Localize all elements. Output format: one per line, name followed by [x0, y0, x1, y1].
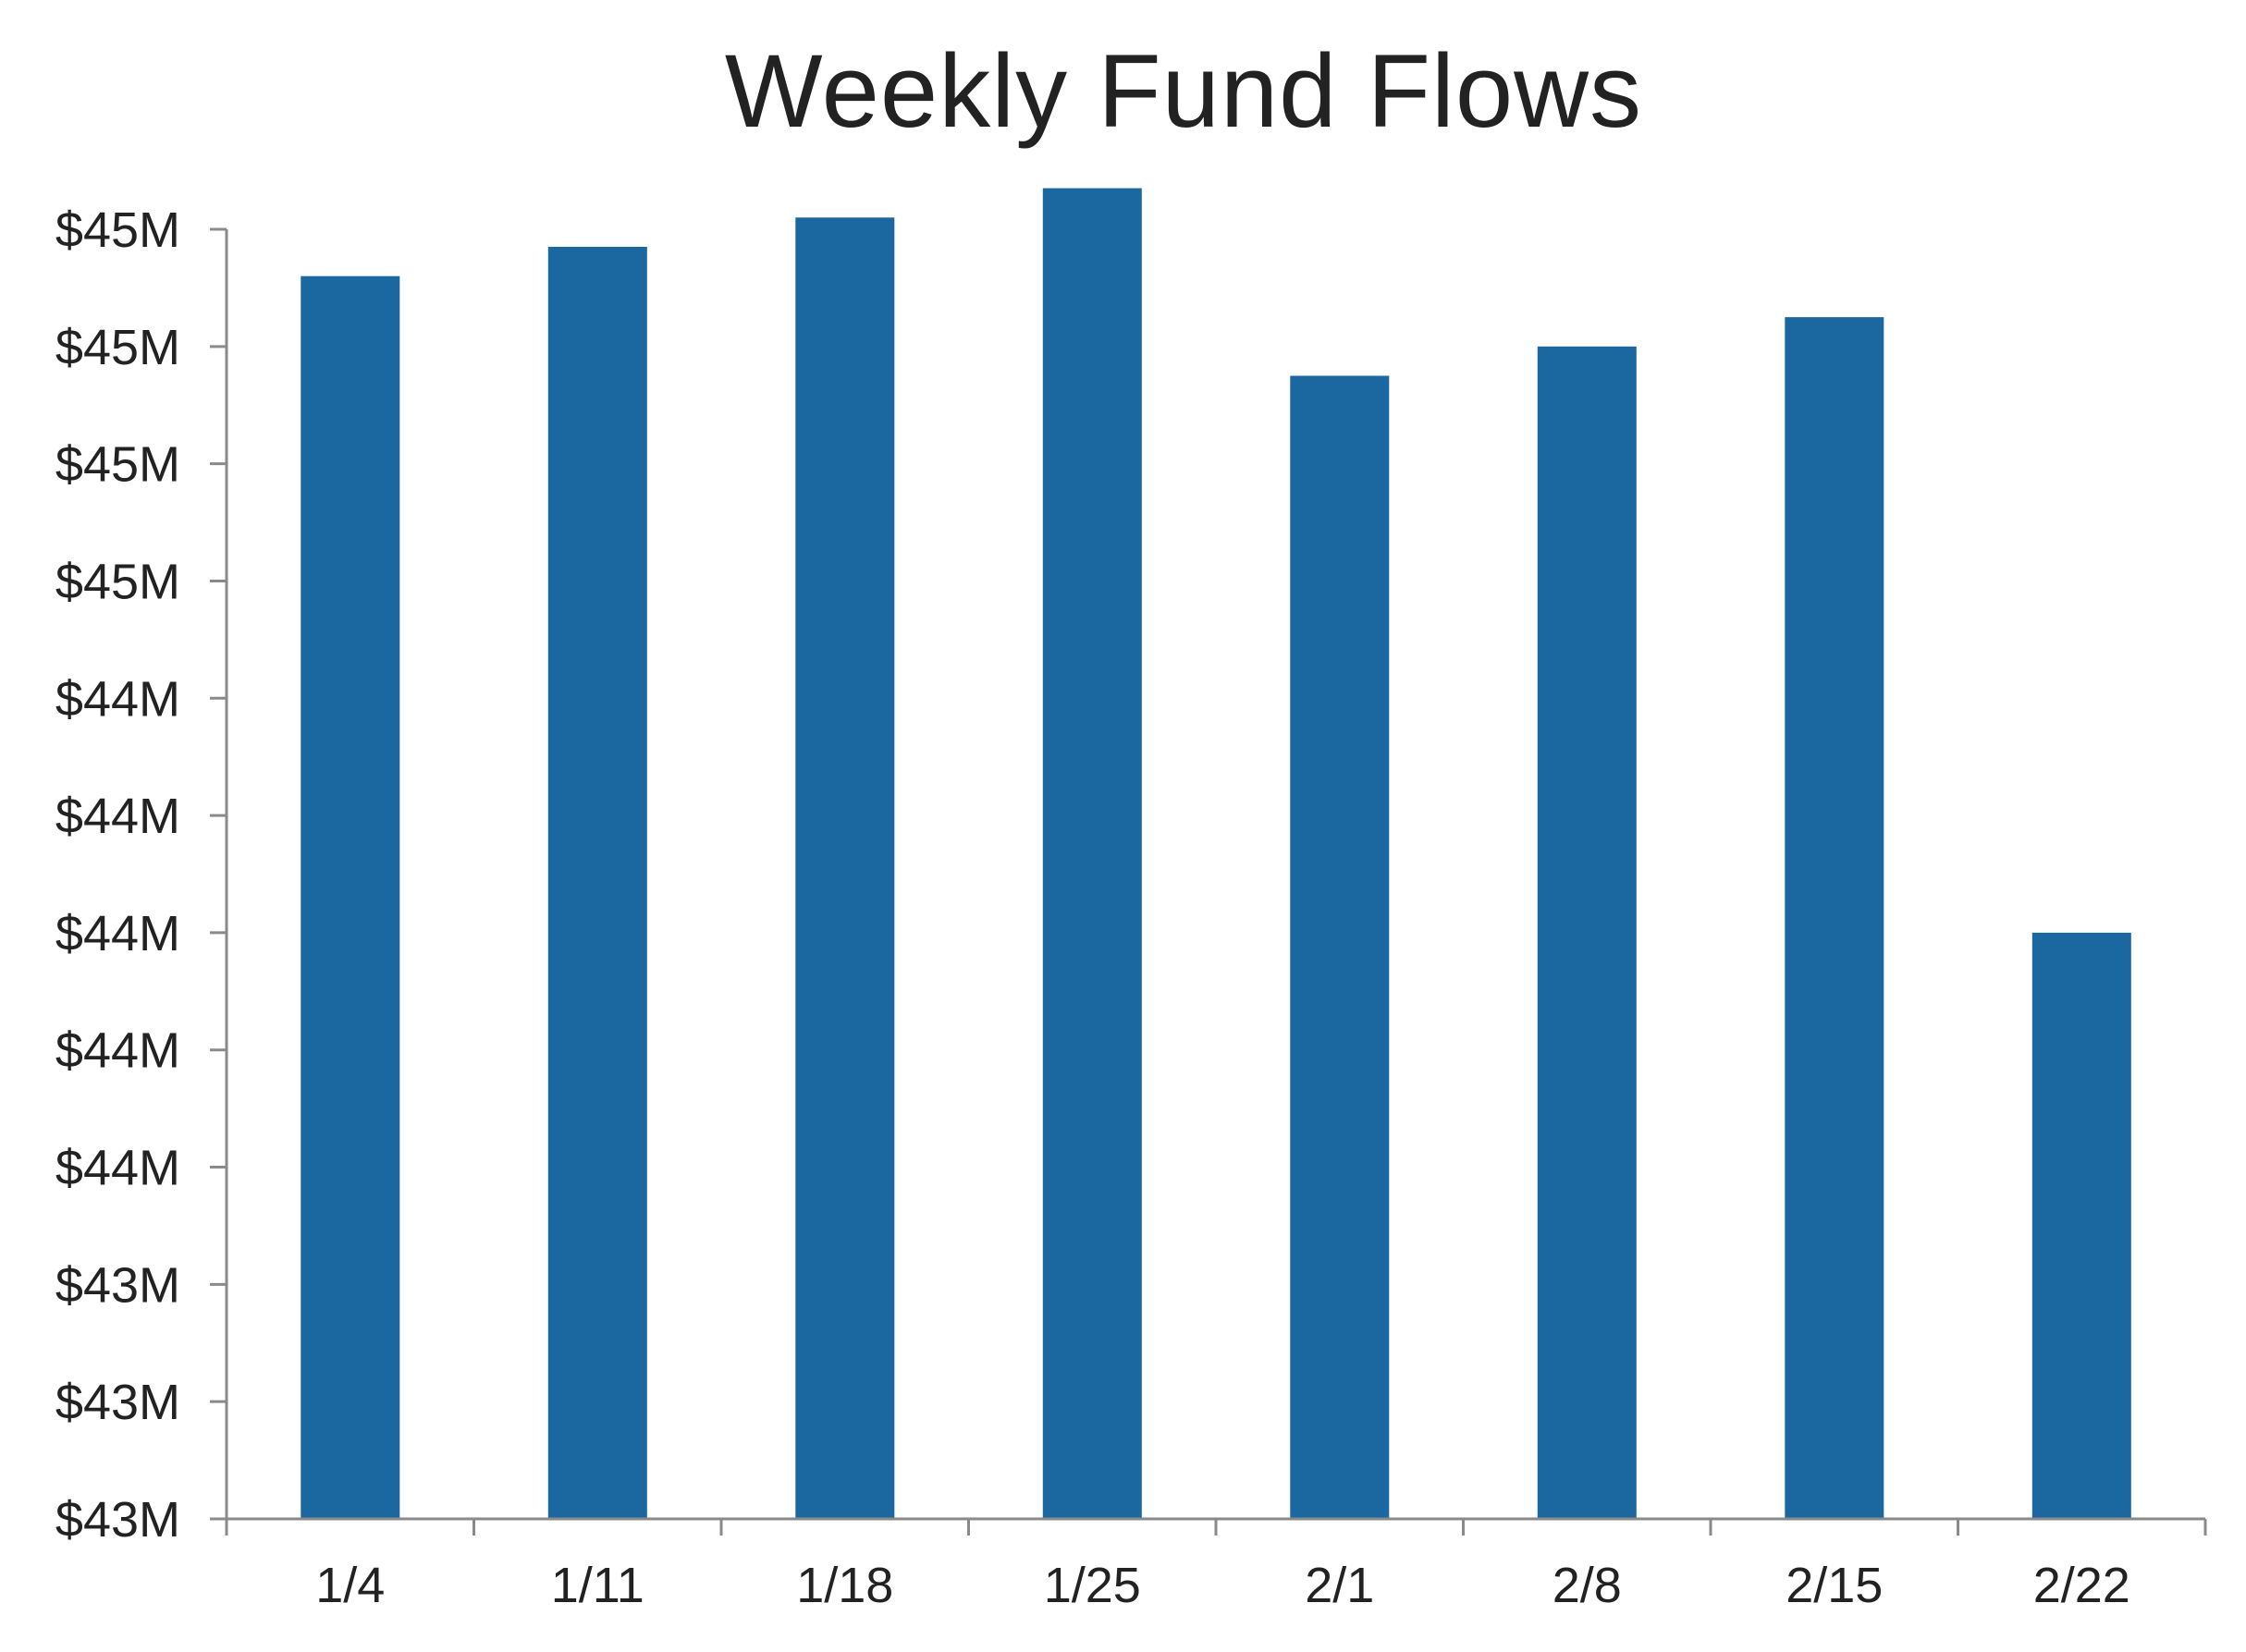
bar-2-8 [1537, 346, 1637, 1519]
y-tick-label-6: $44M [55, 789, 180, 844]
y-tick-label-4: $44M [55, 1023, 180, 1079]
y-tick-label-5: $44M [55, 906, 180, 961]
bar-2-15 [1785, 317, 1884, 1520]
chart-title: Weekly Fund Flows [724, 33, 1643, 149]
bar-1-25 [1042, 188, 1142, 1520]
bar-1-18 [795, 217, 895, 1519]
y-tick-label-11: $45M [55, 202, 180, 258]
y-tick-label-10: $45M [55, 320, 180, 375]
x-tick-label-1-11: 1/11 [551, 1558, 644, 1613]
y-tick-label-1: $43M [55, 1375, 180, 1430]
bar-2-22 [2031, 932, 2131, 1519]
x-tick-label-2-8: 2/8 [1553, 1558, 1622, 1613]
x-tick-label-2-1: 2/1 [1305, 1558, 1374, 1613]
x-tick-label-1-18: 1/18 [796, 1558, 893, 1613]
y-tick-label-0: $43M [55, 1492, 180, 1548]
x-tick-label-1-4: 1/4 [315, 1558, 385, 1613]
x-tick-label-2-22: 2/22 [2033, 1558, 2130, 1613]
bar-1-4 [301, 275, 400, 1520]
y-tick-label-7: $44M [55, 671, 180, 727]
y-tick-label-8: $45M [55, 554, 180, 609]
y-tick-label-9: $45M [55, 437, 180, 493]
bar-1-11 [547, 247, 647, 1519]
x-tick-label-2-15: 2/15 [1786, 1558, 1883, 1613]
y-tick-label-2: $43M [55, 1257, 180, 1313]
x-tick-label-1-25: 1/25 [1044, 1558, 1141, 1613]
y-tick-label-3: $44M [55, 1141, 180, 1196]
bar-2-1 [1290, 375, 1390, 1519]
